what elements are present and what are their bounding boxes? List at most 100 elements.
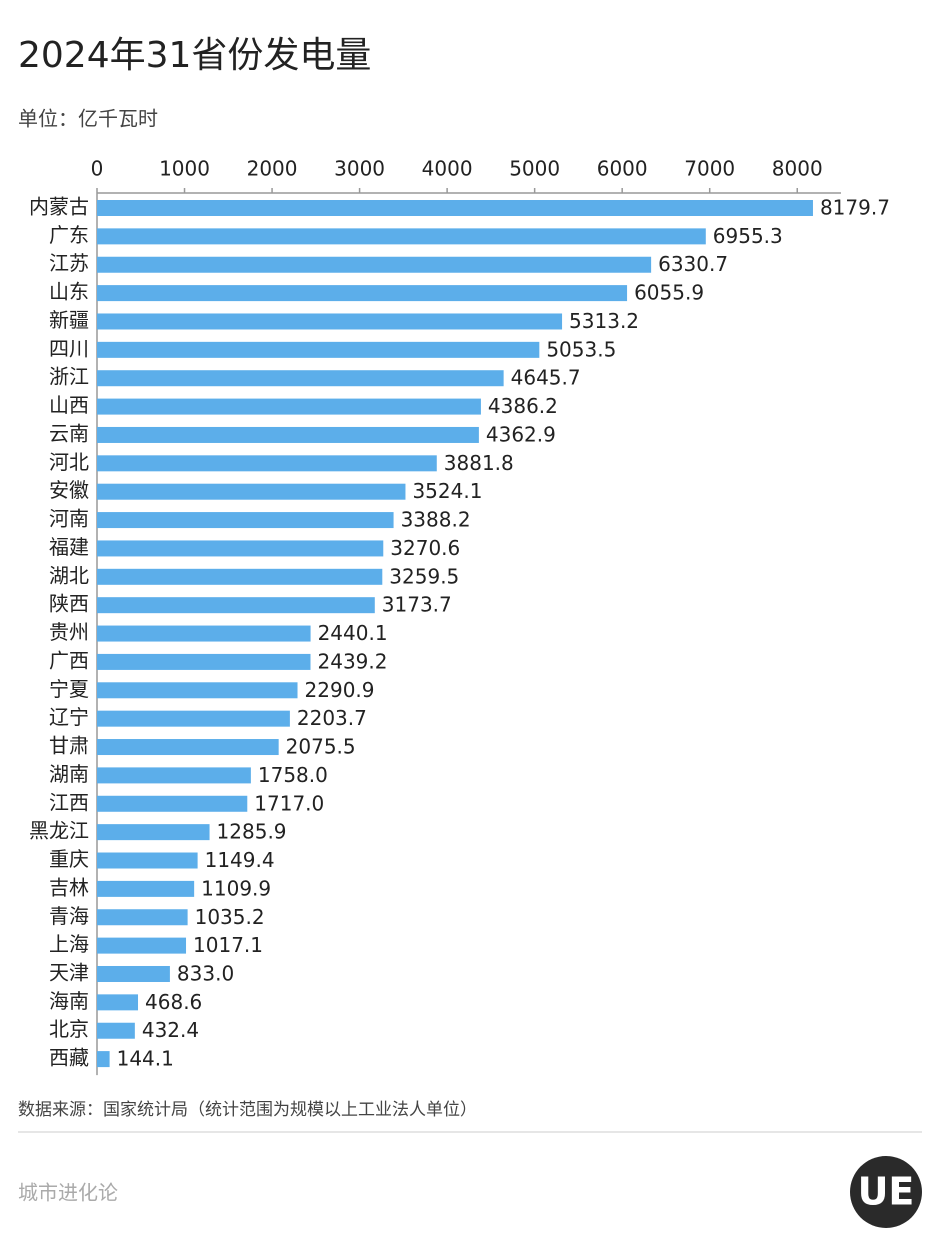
value-label: 3173.7 xyxy=(382,593,452,617)
bar xyxy=(97,341,540,358)
value-label: 144.1 xyxy=(117,1047,174,1071)
category-label: 西藏 xyxy=(49,1046,89,1070)
category-label: 浙江 xyxy=(49,365,89,389)
category-label: 黑龙江 xyxy=(29,819,89,843)
value-label: 1149.4 xyxy=(205,848,275,872)
bar xyxy=(97,767,251,784)
category-label: 北京 xyxy=(49,1017,89,1041)
value-label: 6955.3 xyxy=(713,224,783,248)
value-label: 4386.2 xyxy=(488,394,558,418)
x-tick-label: 7000 xyxy=(684,157,735,181)
value-label: 5313.2 xyxy=(569,309,639,333)
value-label: 4645.7 xyxy=(511,366,581,390)
category-label: 河北 xyxy=(49,450,89,474)
value-label: 1035.2 xyxy=(195,905,265,929)
category-label: 青海 xyxy=(49,904,89,928)
category-label: 重庆 xyxy=(49,847,89,871)
category-label: 江西 xyxy=(49,790,89,814)
category-label: 贵州 xyxy=(49,620,89,644)
bar xyxy=(97,1051,110,1068)
bar xyxy=(97,597,375,614)
bar xyxy=(97,994,139,1011)
bar xyxy=(97,313,563,330)
category-label: 海南 xyxy=(49,989,89,1013)
bar xyxy=(97,512,394,529)
category-label: 云南 xyxy=(49,421,89,445)
bar xyxy=(97,937,187,954)
bar xyxy=(97,653,311,670)
value-label: 5053.5 xyxy=(546,337,616,361)
bar xyxy=(97,285,628,302)
category-label: 甘肃 xyxy=(49,734,89,758)
category-label: 内蒙古 xyxy=(29,195,89,219)
value-label: 432.4 xyxy=(142,1018,199,1042)
bar xyxy=(97,370,504,387)
bar xyxy=(97,228,706,245)
logo-badge xyxy=(850,1156,922,1228)
category-label: 福建 xyxy=(49,535,89,559)
value-label: 3524.1 xyxy=(412,479,482,503)
brand: 城市进化论 xyxy=(18,1181,118,1205)
bar xyxy=(97,795,248,812)
value-label: 2203.7 xyxy=(297,706,367,730)
value-label: 1109.9 xyxy=(201,876,271,900)
category-label: 天津 xyxy=(49,960,89,984)
x-tick-label: 2000 xyxy=(247,157,298,181)
value-label: 8179.7 xyxy=(820,196,890,220)
value-label: 6055.9 xyxy=(634,281,704,305)
category-label: 山东 xyxy=(49,280,89,304)
bar xyxy=(97,200,813,216)
bar xyxy=(97,682,298,699)
chart-title: 2024年31省份发电量 xyxy=(18,35,371,76)
value-label: 6330.7 xyxy=(658,252,728,276)
category-label: 山西 xyxy=(49,393,89,417)
value-label: 1758.0 xyxy=(258,763,328,787)
value-label: 833.0 xyxy=(177,961,234,985)
value-label: 2440.1 xyxy=(318,621,388,645)
x-tick-label: 5000 xyxy=(509,157,560,181)
bar xyxy=(97,540,384,557)
category-label: 新疆 xyxy=(49,308,89,332)
category-label: 陕西 xyxy=(49,592,89,616)
x-tick-label: 1000 xyxy=(159,157,210,181)
bar xyxy=(97,568,383,585)
value-label: 1017.1 xyxy=(193,933,263,957)
category-label: 河南 xyxy=(49,507,89,531)
bar xyxy=(97,455,437,472)
value-label: 3388.2 xyxy=(401,508,471,532)
source-note: 数据来源：国家统计局（统计范围为规模以上工业法人单位） xyxy=(18,1100,477,1120)
category-label: 辽宁 xyxy=(49,705,89,729)
bar xyxy=(97,710,290,727)
value-label: 2290.9 xyxy=(305,678,375,702)
category-label: 湖北 xyxy=(49,563,89,587)
bar xyxy=(97,739,279,756)
chart-subtitle: 单位：亿千瓦时 xyxy=(18,107,158,131)
value-label: 3270.6 xyxy=(390,536,460,560)
value-label: 4362.9 xyxy=(486,422,556,446)
category-label: 上海 xyxy=(49,932,89,956)
bar xyxy=(97,880,195,897)
bar xyxy=(97,909,188,926)
category-label: 宁夏 xyxy=(49,677,89,701)
bar xyxy=(97,256,652,273)
category-label: 广东 xyxy=(49,223,89,247)
category-label: 江苏 xyxy=(49,251,89,275)
x-tick-label: 3000 xyxy=(334,157,385,181)
bar xyxy=(97,398,481,415)
category-label: 四川 xyxy=(49,336,89,360)
bar xyxy=(97,824,210,841)
logo: UE xyxy=(858,1170,915,1214)
value-label: 1717.0 xyxy=(254,791,324,815)
bar xyxy=(97,426,479,443)
x-tick-label: 4000 xyxy=(422,157,473,181)
category-label: 湖南 xyxy=(49,762,89,786)
x-tick-label: 8000 xyxy=(772,157,823,181)
x-tick-label: 0 xyxy=(91,157,104,181)
category-label: 广西 xyxy=(49,648,89,672)
bar xyxy=(97,483,406,500)
x-tick-label: 6000 xyxy=(597,157,648,181)
value-label: 1285.9 xyxy=(217,820,287,844)
bar xyxy=(97,1022,135,1039)
value-label: 3259.5 xyxy=(389,564,459,588)
